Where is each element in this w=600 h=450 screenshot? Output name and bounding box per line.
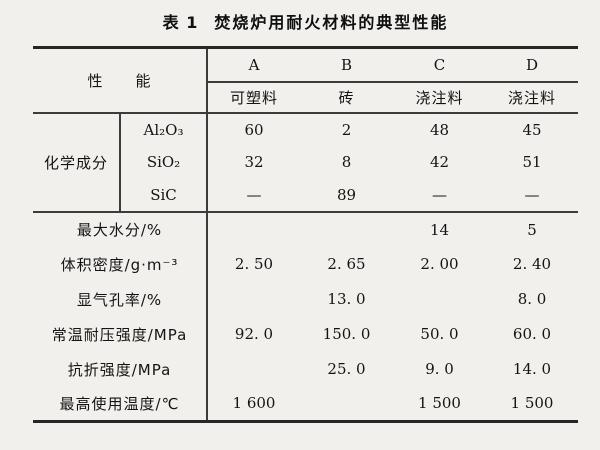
table-row: 最大水分/% 14 5	[33, 211, 578, 247]
table-row: 化学成分 Al₂O₃ 60 2 48 45	[33, 112, 578, 213]
value-cell: 2. 65	[327, 255, 366, 273]
table-row: 常温耐压强度/MPa 92. 0 150. 0 50. 0 60. 0	[33, 316, 578, 352]
value-cell: 1 500	[418, 394, 461, 413]
value-cell: —	[393, 178, 487, 213]
row-label-al2o3: Al₂O₃	[118, 112, 208, 146]
value-cell: 51	[522, 153, 542, 171]
value-cell: 60	[206, 112, 301, 146]
table-title: 表 1 焚烧炉用耐火材料的典型性能	[33, 9, 578, 33]
value-cell: 150. 0	[322, 325, 371, 343]
row-label-apparent-porosity: 显气孔率/%	[76, 290, 163, 309]
table-row: 抗折强度/MPa 25. 0 9. 0 14. 0	[33, 351, 578, 387]
value-cell: 50. 0	[420, 325, 459, 343]
material-type-d: 浇注料	[486, 81, 579, 114]
value-cell: —	[206, 178, 301, 213]
row-label-bulk-density: 体积密度/g·m⁻³	[60, 255, 179, 274]
table-row: 可塑料 砖 浇注料 浇注料	[33, 81, 579, 114]
table-row: 最高使用温度/℃ 1 600 1 500 1 500	[33, 386, 578, 422]
value-cell: 92. 0	[206, 316, 301, 352]
table-row: SiO₂ 32 8 42 51	[33, 145, 578, 179]
performance-table-container: 性 能 A B C D 可塑料 砖 浇注料 浇注料 化学成分 Al₂O₃ 60 …	[33, 46, 579, 423]
value-cell: 45	[522, 120, 542, 139]
value-cell: —	[486, 178, 579, 213]
row-label-compressive-strength: 常温耐压强度/MPa	[51, 325, 188, 344]
col-header-d: D	[486, 47, 579, 83]
value-cell: 8. 0	[517, 290, 547, 308]
value-cell: 9. 0	[425, 360, 454, 378]
value-cell	[206, 211, 301, 247]
table-number: 表 1	[162, 13, 199, 32]
value-cell: 60. 0	[512, 325, 552, 343]
value-cell: 32	[206, 145, 301, 179]
table-row: 显气孔率/% 13. 0 8. 0	[33, 281, 578, 317]
value-cell	[206, 351, 301, 387]
row-label-flexural-strength: 抗折强度/MPa	[67, 360, 172, 379]
col-header-a: A	[206, 47, 301, 83]
material-type-b: 砖	[300, 81, 394, 114]
col-header-b: B	[300, 47, 394, 83]
value-cell: 48	[429, 120, 450, 139]
table-row: SiC — 89 — —	[33, 178, 579, 213]
value-cell: 2. 40	[512, 255, 552, 273]
table-row: 性 能 A B C D	[33, 47, 579, 114]
table-row: 体积密度/g·m⁻³ 2. 50 2. 65 2. 00 2. 40	[33, 246, 578, 282]
value-cell: 2. 00	[420, 255, 459, 273]
table-title-text: 焚烧炉用耐火材料的典型性能	[214, 13, 449, 32]
value-cell: 1 500	[510, 394, 554, 413]
value-cell: 25. 0	[327, 360, 366, 378]
refractory-performance-table: 性 能 A B C D 可塑料 砖 浇注料 浇注料 化学成分 Al₂O₃ 60 …	[33, 46, 579, 423]
value-cell: 1 600	[206, 386, 301, 422]
property-header-cell: 性 能	[33, 47, 208, 114]
material-type-c: 浇注料	[393, 81, 487, 114]
value-cell: 2	[341, 120, 352, 139]
row-label-max-moisture: 最大水分/%	[76, 221, 163, 239]
row-label-sio2: SiO₂	[118, 145, 208, 179]
value-cell	[300, 387, 393, 422]
value-cell	[393, 282, 486, 317]
value-cell	[300, 212, 393, 247]
row-label-max-service-temperature: 最高使用温度/℃	[59, 394, 180, 413]
value-cell: 2. 50	[206, 246, 301, 282]
value-cell: 89	[300, 178, 394, 213]
value-cell: 14	[429, 220, 450, 239]
value-cell: 5	[527, 220, 537, 239]
col-header-c: C	[393, 47, 487, 83]
row-label-sic: SiC	[118, 178, 208, 213]
value-cell: 13. 0	[327, 290, 366, 308]
value-cell: 42	[429, 153, 450, 171]
chemical-group-label: 化学成分	[33, 112, 120, 213]
value-cell	[206, 281, 301, 317]
material-type-a: 可塑料	[206, 81, 301, 114]
value-cell: 14. 0	[512, 360, 552, 378]
value-cell: 8	[341, 153, 352, 171]
